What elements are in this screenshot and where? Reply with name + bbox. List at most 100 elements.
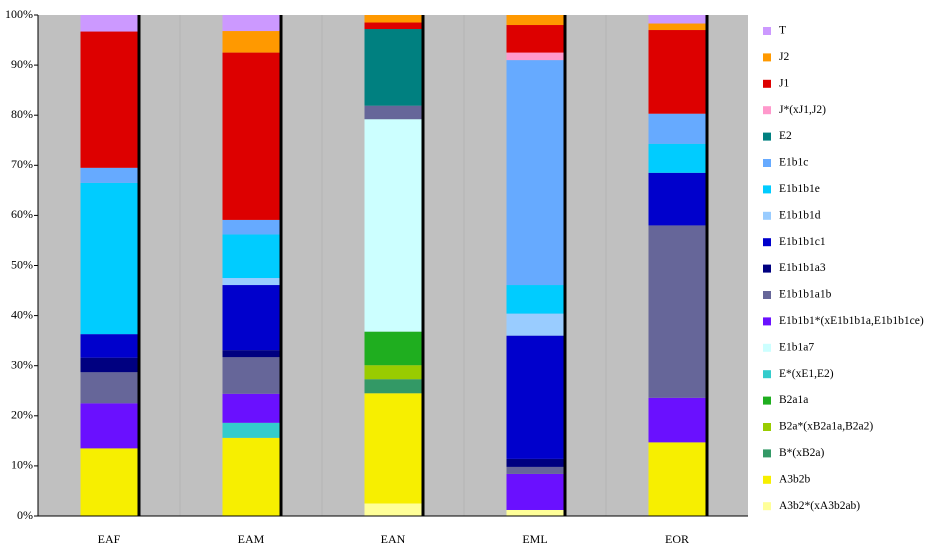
legend-swatch	[763, 53, 771, 62]
bar-segment	[506, 60, 564, 286]
bar-segment	[506, 52, 564, 61]
bar-segment	[364, 503, 422, 516]
legend-label: B*(xB2a)	[779, 447, 825, 459]
y-tick-label: 80%	[11, 107, 33, 121]
y-tick-label: 70%	[11, 157, 33, 171]
bar-segment	[648, 442, 706, 516]
legend-swatch	[763, 132, 771, 141]
bar-segment	[222, 278, 280, 286]
bar-segment	[222, 357, 280, 394]
legend-label: E1b1b1*(xE1b1b1a,E1b1b1ce)	[779, 315, 924, 327]
legend-swatch	[763, 396, 771, 405]
legend-label: J2	[779, 51, 789, 63]
bar-shadow	[137, 15, 141, 516]
x-tick-label: EAM	[238, 532, 265, 546]
bar-segment	[648, 113, 706, 144]
legend-swatch	[763, 475, 771, 484]
bar-segment	[506, 458, 564, 467]
bar-segment	[222, 52, 280, 220]
bar-segment	[506, 473, 564, 510]
legend-label: E1b1b1e	[779, 183, 820, 195]
y-tick-label: 50%	[11, 257, 33, 271]
legend-label: B2a*(xB2a1a,B2a2)	[779, 421, 873, 433]
legend-swatch	[763, 343, 771, 352]
bar-segment	[80, 357, 138, 373]
bar-segment	[222, 437, 280, 516]
legend-label: E*(xE1,E2)	[779, 368, 834, 380]
bar-shadow	[705, 15, 709, 516]
legend-label: A3b2b	[779, 473, 811, 485]
bar-segment	[506, 509, 564, 516]
bar-segment	[364, 105, 422, 120]
x-tick-label: EML	[522, 532, 547, 546]
legend-swatch	[763, 317, 771, 326]
legend-label: E2	[779, 130, 792, 142]
y-tick-label: 40%	[11, 307, 33, 321]
legend-swatch	[763, 106, 771, 115]
legend-swatch	[763, 449, 771, 458]
y-tick-label: 10%	[11, 458, 33, 472]
bar-segment	[222, 15, 280, 32]
bar-segment	[506, 25, 564, 53]
bar-segment	[222, 219, 280, 235]
y-tick-label: 90%	[11, 57, 33, 71]
bar-segment	[364, 15, 422, 23]
legend-swatch	[763, 264, 771, 273]
bar-segment	[80, 372, 138, 404]
x-tick-label: EAF	[98, 532, 121, 546]
bar-segment	[648, 397, 706, 443]
bar-shadow	[279, 15, 283, 516]
legend-label: T	[779, 25, 786, 37]
y-tick-label: 20%	[11, 408, 33, 422]
bar-segment	[506, 313, 564, 336]
bar-segment	[506, 466, 564, 474]
legend-label: E1b1c	[779, 157, 808, 169]
legend-label: E1b1b1c1	[779, 236, 826, 248]
bar-segment	[80, 31, 138, 168]
legend-swatch	[763, 27, 771, 35]
x-tick-label: EAN	[381, 532, 406, 546]
bar-segment	[80, 167, 138, 183]
legend-label: E1b1a7	[779, 341, 814, 353]
legend-label: A3b2*(xA3b2ab)	[779, 500, 860, 512]
bar-segment	[364, 365, 422, 380]
bar-segment	[364, 29, 422, 106]
legend-label: B2a1a	[779, 394, 808, 406]
legend-swatch	[763, 79, 771, 88]
bar-shadow	[421, 15, 425, 516]
bar-segment	[364, 331, 422, 366]
bar-segment	[506, 335, 564, 459]
bar-segment	[222, 285, 280, 351]
legend-swatch	[763, 502, 771, 511]
legend-swatch	[763, 211, 771, 220]
bar-segment	[80, 448, 138, 516]
bar-segment	[222, 393, 280, 423]
bar-shadow	[563, 15, 567, 516]
y-tick-label: 0%	[17, 508, 33, 522]
bar-segment	[80, 15, 138, 32]
bar-segment	[364, 119, 422, 332]
bar-segment	[364, 393, 422, 504]
y-tick-label: 100%	[5, 7, 33, 21]
bar-segment	[80, 403, 138, 449]
bar-segment	[506, 15, 564, 26]
bar-segment	[222, 422, 280, 438]
y-tick-label: 30%	[11, 357, 33, 371]
legend-swatch	[763, 185, 771, 194]
bar-segment	[648, 30, 706, 114]
legend-swatch	[763, 423, 771, 431]
legend-label: E1b1b1a3	[779, 262, 826, 274]
legend-swatch	[763, 238, 771, 247]
bar-segment	[648, 225, 706, 398]
y-tick-label: 60%	[11, 207, 33, 221]
legend-swatch	[763, 291, 771, 299]
legend-label: E1b1b1a1b	[779, 289, 832, 301]
bar-segment	[222, 350, 280, 358]
bar-segment	[80, 334, 138, 358]
bar-segment	[222, 31, 280, 53]
bar-segment	[648, 23, 706, 31]
legend-label: J*(xJ1,J2)	[779, 104, 826, 116]
bar-segment	[648, 172, 706, 226]
